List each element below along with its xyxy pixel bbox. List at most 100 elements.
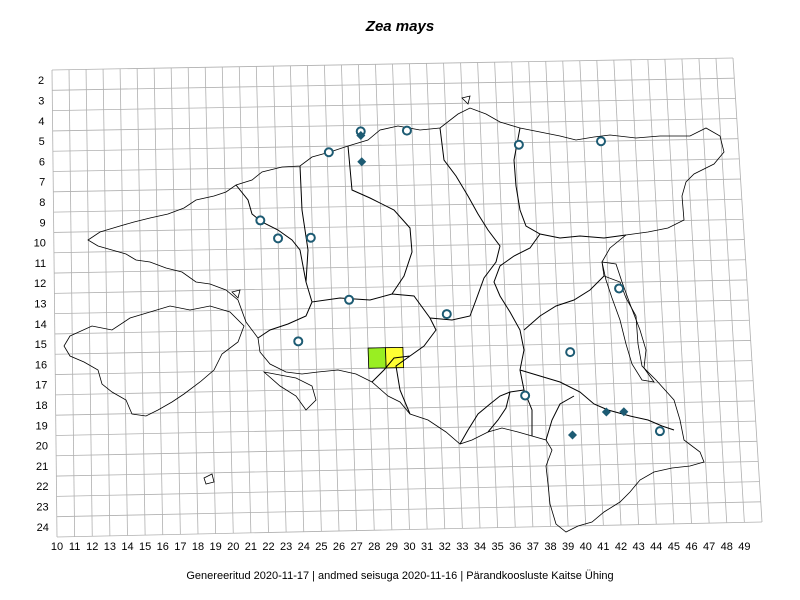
footer-credits: Genereeritud 2020-11-17 | andmed seisuga… — [186, 570, 614, 582]
occurrence-markers — [255, 125, 665, 440]
small-island-2 — [461, 95, 471, 105]
occurrence-circle-marker — [323, 147, 334, 158]
grid-line-horizontal — [51, 57, 734, 71]
occurrence-circle-marker — [401, 125, 412, 136]
row-label: 4 — [38, 116, 44, 128]
column-label: 39 — [562, 541, 574, 553]
grid-line-horizontal — [54, 299, 749, 315]
occurrence-diamond-marker — [601, 407, 611, 417]
occurrence-circle-marker — [293, 336, 304, 347]
grid-line-vertical — [443, 63, 463, 529]
occurrence-diamond-marker — [357, 157, 367, 167]
column-label: 43 — [633, 541, 645, 553]
column-label: 46 — [685, 541, 697, 553]
grid-line-vertical — [613, 60, 640, 525]
row-label: 7 — [39, 177, 45, 189]
occurrence-circle-marker — [305, 232, 316, 243]
occurrence-circle-marker — [520, 390, 531, 401]
column-label: 27 — [351, 541, 363, 553]
column-label: 28 — [368, 541, 380, 553]
occurrence-circle-marker — [596, 136, 607, 147]
grid-line-horizontal — [56, 521, 763, 538]
column-label: 31 — [421, 541, 433, 553]
island-south — [262, 371, 317, 411]
column-label: 38 — [544, 541, 556, 553]
grid-line-vertical — [324, 65, 340, 532]
grid-line-vertical — [460, 62, 481, 529]
column-label: 14 — [121, 541, 133, 553]
grid-line-horizontal — [52, 97, 736, 112]
grid-line-vertical — [136, 68, 146, 536]
occurrence-circle-marker — [273, 233, 284, 244]
column-label: 48 — [721, 541, 733, 553]
highlighted-cell — [367, 347, 387, 369]
row-label: 19 — [36, 420, 48, 432]
grid-line-vertical — [85, 69, 93, 537]
row-label: 16 — [35, 359, 47, 371]
row-label: 3 — [38, 95, 44, 107]
grid-line-horizontal — [52, 118, 737, 132]
column-label: 34 — [474, 541, 486, 553]
row-label: 5 — [39, 136, 45, 148]
grid-line-vertical — [409, 63, 428, 530]
grid-line-horizontal — [54, 259, 746, 274]
grid-line-vertical — [528, 61, 551, 527]
row-label: 8 — [39, 197, 45, 209]
occurrence-circle-marker — [513, 139, 524, 150]
column-label: 10 — [51, 541, 63, 553]
column-label: 18 — [192, 541, 204, 553]
column-label: 42 — [615, 541, 627, 553]
grid-line-horizontal — [54, 279, 747, 294]
grid-line-vertical — [392, 63, 410, 530]
grid-line-vertical — [715, 58, 745, 523]
grid-line-vertical — [375, 64, 393, 530]
column-label: 44 — [650, 541, 662, 553]
occurrence-diamond-marker — [567, 430, 577, 440]
grid-line-horizontal — [55, 380, 754, 396]
grid-line-vertical — [511, 61, 534, 527]
row-label: 10 — [34, 238, 46, 250]
occurrence-circle-marker — [441, 309, 452, 320]
column-label: 41 — [597, 541, 609, 553]
grid-line-vertical — [221, 66, 234, 534]
column-label: 45 — [668, 541, 680, 553]
grid-line-vertical — [187, 67, 199, 535]
row-label: 11 — [35, 258, 46, 270]
column-label: 36 — [509, 541, 521, 553]
occurrence-circle-marker — [614, 283, 625, 294]
grid-line-horizontal — [56, 501, 761, 518]
grid-line-vertical — [494, 62, 516, 528]
grid-line-vertical — [255, 66, 269, 533]
grid-line-vertical — [477, 62, 499, 528]
grid-line-vertical — [289, 65, 305, 532]
row-label: 15 — [35, 339, 47, 351]
column-label: 35 — [492, 541, 504, 553]
column-label: 16 — [157, 541, 169, 553]
grid-line-vertical — [170, 67, 181, 535]
grid-line-vertical — [630, 59, 657, 525]
column-label: 22 — [262, 541, 274, 553]
grid-line-vertical — [698, 58, 728, 523]
row-label: 18 — [35, 400, 47, 412]
grid-line-horizontal — [53, 198, 742, 213]
column-label: 19 — [210, 541, 222, 553]
occurrence-diamond-marker — [356, 130, 366, 140]
column-label: 47 — [703, 541, 715, 553]
column-label: 13 — [104, 541, 116, 553]
occurrence-circle-marker — [565, 347, 576, 358]
column-label: 25 — [315, 541, 327, 553]
column-label: 21 — [245, 541, 257, 553]
row-label: 24 — [37, 522, 49, 534]
column-label: 24 — [298, 541, 310, 553]
grid-line-vertical — [51, 69, 58, 538]
grid-line-vertical — [562, 60, 587, 526]
grid-line-vertical — [579, 60, 604, 526]
column-label: 12 — [86, 541, 98, 553]
grid-line-horizontal — [53, 158, 740, 172]
grid-line-vertical — [306, 65, 322, 532]
occurrence-diamond-marker — [619, 407, 629, 417]
occurrence-circle-marker — [654, 426, 665, 437]
grid-line-vertical — [153, 68, 164, 535]
county-lines — [235, 127, 675, 445]
